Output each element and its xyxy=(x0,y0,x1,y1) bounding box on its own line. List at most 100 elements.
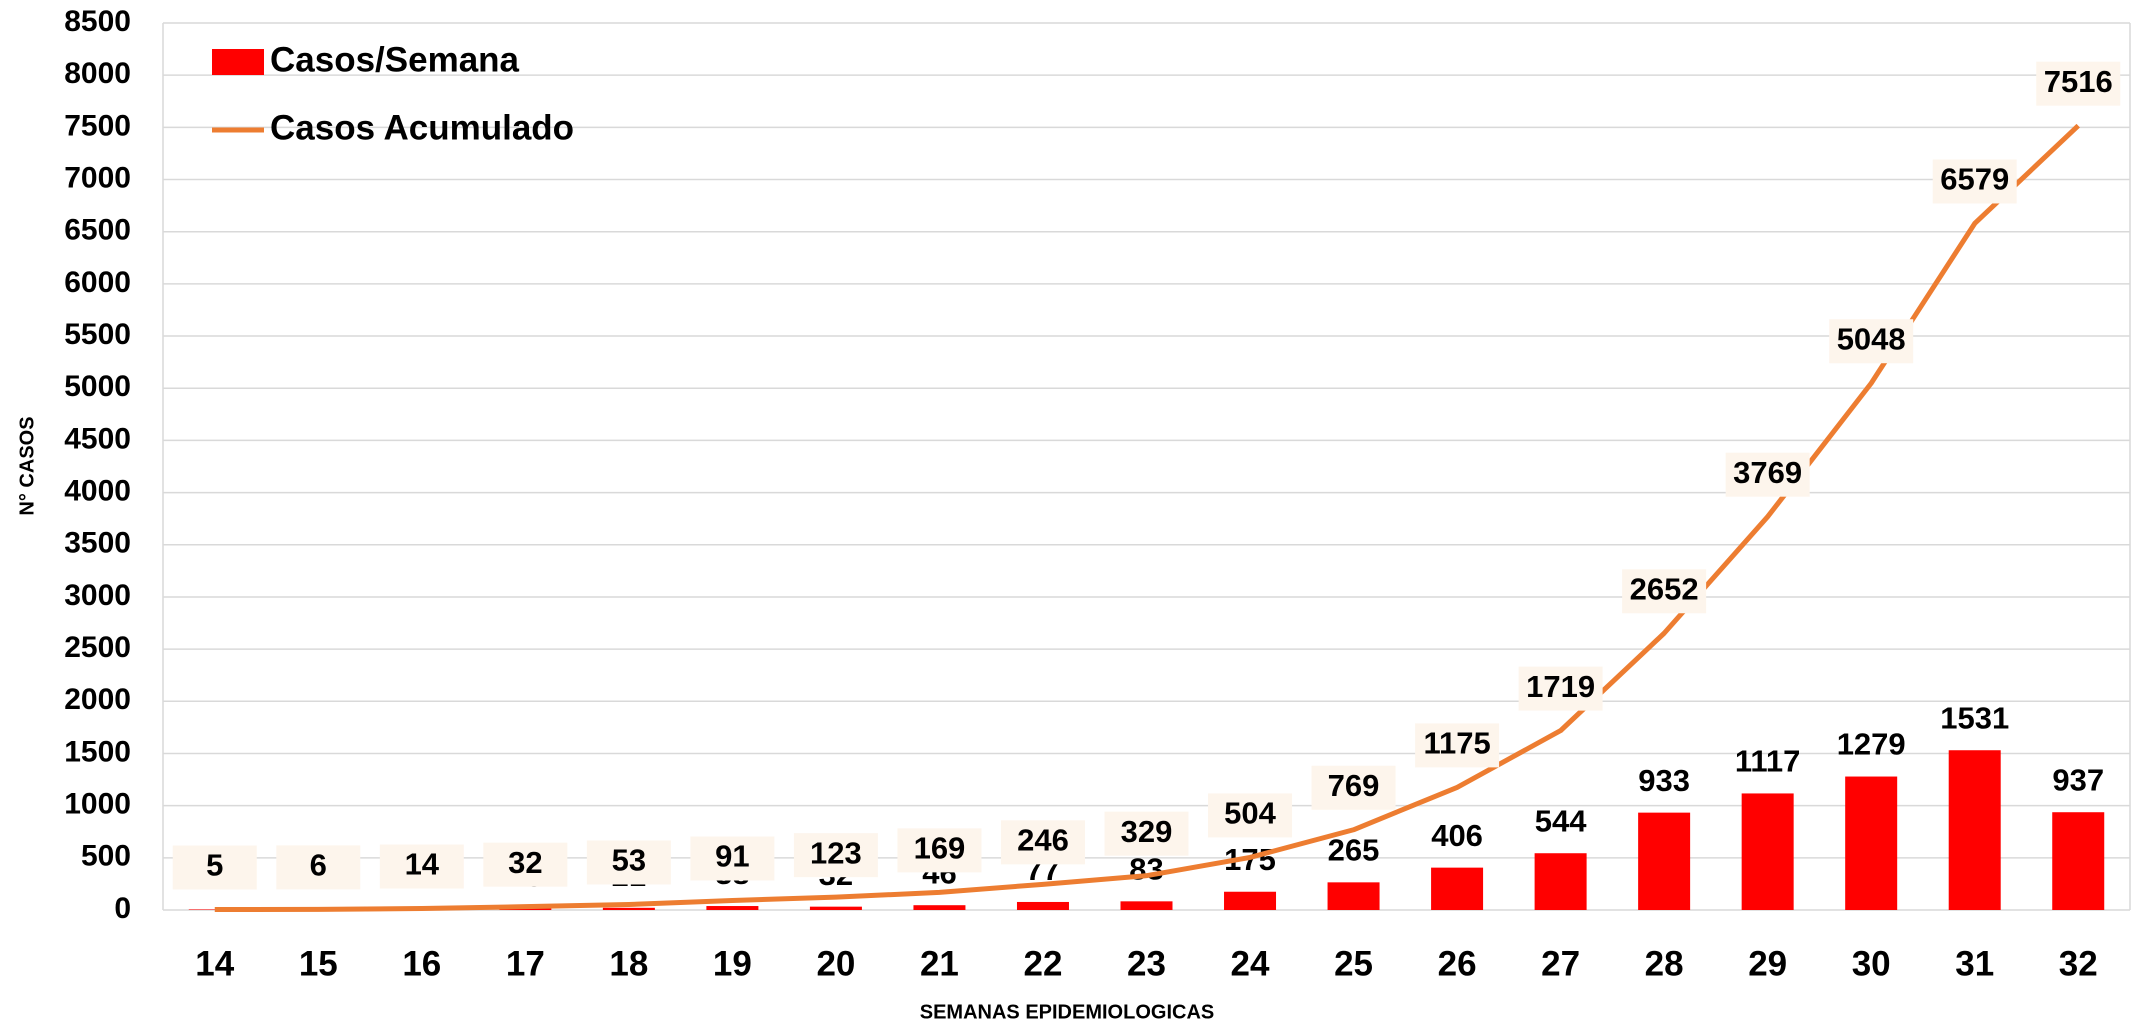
line-value-label: 14 xyxy=(405,847,440,882)
bar-value-label: 265 xyxy=(1328,833,1380,868)
x-tick-label: 28 xyxy=(1645,944,1684,983)
line-value-label: 6 xyxy=(310,848,327,883)
x-tick-label: 25 xyxy=(1334,944,1373,983)
label-box xyxy=(2036,61,2121,106)
y-tick-label: 6500 xyxy=(64,214,131,247)
label-box xyxy=(690,836,775,881)
x-tick-label: 15 xyxy=(299,944,338,983)
y-axis-label: N° CASOS xyxy=(16,416,38,515)
y-tick-label: 1000 xyxy=(64,788,131,821)
label-box xyxy=(1104,811,1189,856)
line-value-label: 246 xyxy=(1017,823,1069,858)
bar-value-label: 83 xyxy=(1129,852,1163,887)
label-box xyxy=(793,833,878,878)
legend-swatch xyxy=(212,49,264,75)
x-tick-label: 23 xyxy=(1127,944,1166,983)
x-tick-label: 21 xyxy=(920,944,959,983)
legend-label: Casos Acumulado xyxy=(270,108,574,147)
bar-value-label: 1279 xyxy=(1837,727,1906,762)
bar xyxy=(1741,793,1794,910)
x-axis-label: SEMANAS EPIDEMIOLOGICAS xyxy=(920,1001,1214,1023)
x-tick-label: 22 xyxy=(1024,944,1063,983)
label-box xyxy=(1000,820,1085,865)
line-value-label: 91 xyxy=(715,839,749,874)
bar xyxy=(913,905,966,910)
bar xyxy=(809,906,862,910)
bar xyxy=(1120,901,1173,910)
label-box xyxy=(276,845,361,890)
y-tick-label: 4000 xyxy=(64,475,131,508)
bar xyxy=(602,907,655,910)
bar-value-label: 406 xyxy=(1431,818,1483,853)
label-box xyxy=(1622,569,1707,614)
x-tick-label: 27 xyxy=(1541,944,1580,983)
y-tick-label: 5000 xyxy=(64,370,131,403)
x-tick-label: 24 xyxy=(1231,944,1270,983)
bar-value-label: 1531 xyxy=(1940,700,2009,735)
line-value-label: 7516 xyxy=(2044,64,2113,99)
bar xyxy=(706,906,759,910)
bar xyxy=(188,909,241,910)
line-value-label: 2652 xyxy=(1630,571,1699,606)
bar xyxy=(1016,901,1069,910)
line-value-label: 1175 xyxy=(1423,726,1490,761)
y-tick-label: 3000 xyxy=(64,579,131,612)
x-tick-label: 29 xyxy=(1748,944,1787,983)
bar xyxy=(1534,853,1587,910)
line-value-label: 5 xyxy=(206,848,223,883)
bar xyxy=(1431,867,1484,910)
bar xyxy=(1327,882,1380,910)
bar-value-label: 1117 xyxy=(1735,744,1801,779)
line-value-label: 329 xyxy=(1121,814,1173,849)
line-value-label: 1719 xyxy=(1526,669,1595,704)
y-tick-label: 1500 xyxy=(64,735,131,768)
x-tick-label: 26 xyxy=(1438,944,1477,983)
label-box xyxy=(1829,319,1914,364)
label-box xyxy=(1518,666,1603,711)
line-value-label: 5048 xyxy=(1837,321,1906,356)
y-tick-label: 5500 xyxy=(64,318,131,351)
y-tick-label: 2500 xyxy=(64,631,131,664)
label-box xyxy=(172,845,257,890)
label-box xyxy=(483,842,568,887)
line-value-label: 123 xyxy=(810,835,862,870)
line-value-label: 769 xyxy=(1328,768,1380,803)
x-tick-label: 14 xyxy=(195,944,234,983)
bar-value-label: 544 xyxy=(1535,803,1587,838)
x-tick-label: 20 xyxy=(816,944,855,983)
bar xyxy=(1638,812,1691,910)
y-tick-label: 8500 xyxy=(64,5,131,38)
line-value-label: 53 xyxy=(612,843,646,878)
label-box xyxy=(1415,723,1500,768)
y-tick-label: 6000 xyxy=(64,266,131,299)
x-tick-label: 31 xyxy=(1955,944,1994,983)
y-tick-label: 7000 xyxy=(64,161,131,194)
y-tick-label: 500 xyxy=(81,840,131,873)
label-box xyxy=(1932,159,2017,204)
bar xyxy=(2052,812,2105,910)
label-box xyxy=(379,844,464,889)
y-tick-label: 7500 xyxy=(64,109,131,142)
x-tick-label: 19 xyxy=(713,944,752,983)
line-value-label: 169 xyxy=(914,831,966,866)
label-box xyxy=(586,840,671,885)
y-tick-label: 3500 xyxy=(64,527,131,560)
bar-value-label: 933 xyxy=(1638,763,1690,798)
line-value-label: 32 xyxy=(508,845,542,880)
bar xyxy=(1948,750,2001,910)
x-tick-label: 32 xyxy=(2059,944,2098,983)
label-box xyxy=(897,828,982,873)
x-tick-label: 17 xyxy=(506,944,545,983)
y-tick-label: 2000 xyxy=(64,683,131,716)
line-value-label: 6579 xyxy=(1940,162,2009,197)
bar xyxy=(1845,776,1898,910)
label-box xyxy=(1311,765,1396,810)
x-tick-label: 30 xyxy=(1852,944,1891,983)
y-tick-label: 8000 xyxy=(64,57,131,90)
y-tick-label: 4500 xyxy=(64,422,131,455)
line-value-label: 3769 xyxy=(1733,455,1802,490)
x-tick-label: 16 xyxy=(402,944,441,983)
y-tick-label: 0 xyxy=(114,892,131,925)
line xyxy=(214,123,2080,912)
